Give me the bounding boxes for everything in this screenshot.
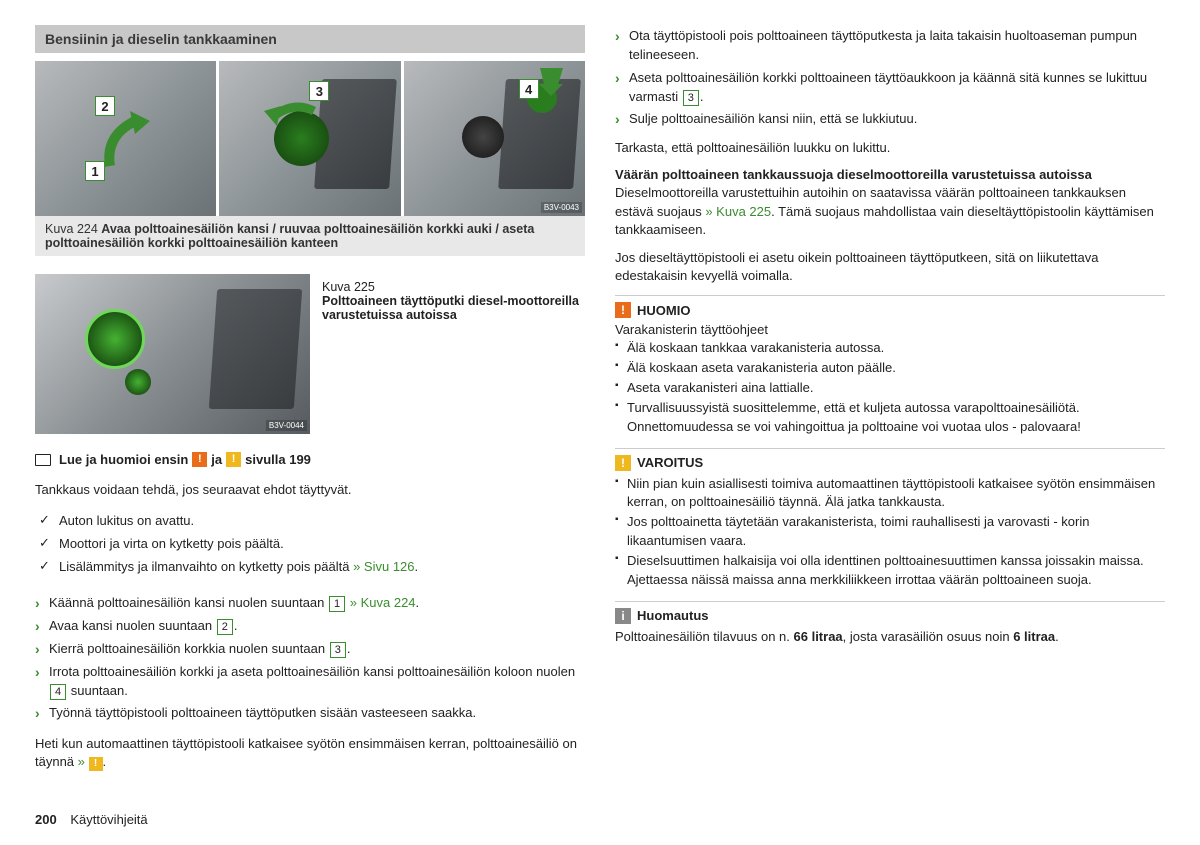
list-item: Dieselsuuttimen halkaisija voi olla iden…: [615, 552, 1165, 591]
step-item: Työnnä täyttöpistooli polttoaineen täytt…: [35, 702, 585, 725]
huomio-subtitle: Varakanisterin täyttöohjeet: [615, 322, 1165, 337]
step-list: Ota täyttöpistooli pois polttoaineen täy…: [615, 25, 1165, 131]
huomio-list: Älä koskaan tankkaa varakanisteria autos…: [615, 339, 1165, 437]
arrow-icon: [95, 106, 155, 176]
caption-225: Kuva 225 Polttoaineen täyttöputki diesel…: [322, 274, 585, 434]
huomio-header: ! HUOMIO: [615, 295, 1165, 318]
step-item: Ota täyttöpistooli pois polttoaineen täy…: [615, 25, 1165, 67]
fuel-flap-shape: [209, 289, 302, 409]
cap-holder-shape: [125, 369, 151, 395]
figure-224-row: 1 2 3 4 B3V-0043: [35, 61, 585, 216]
varoitus-list: Niin pian kuin asiallisesti toimiva auto…: [615, 475, 1165, 591]
check-list: Auton lukitus on avattu. Moottori ja vir…: [35, 509, 585, 578]
list-item: Älä koskaan aseta varakanisteria auton p…: [615, 359, 1165, 379]
book-icon: [35, 454, 51, 466]
caption-kuva: Kuva 225: [322, 280, 375, 294]
caption-224: Kuva 224 Avaa polttoainesäiliön kansi / …: [35, 216, 585, 256]
step-item: Aseta polttoainesäiliön korkki polttoain…: [615, 67, 1165, 109]
info-icon: i: [615, 608, 631, 624]
figure-tag: B3V-0043: [541, 202, 582, 213]
wrong-fuel-para-2: Jos dieseltäyttöpistooli ei asetu oikein…: [615, 249, 1165, 285]
alert-title: Huomautus: [637, 608, 709, 623]
right-column: Ota täyttöpistooli pois polttoaineen täy…: [615, 25, 1165, 782]
sub-heading: Väärän polttoaineen tankkaussuoja diesel…: [615, 167, 1165, 182]
page-number: 200: [35, 812, 57, 827]
huomautus-header: i Huomautus: [615, 601, 1165, 624]
check-item: Lisälämmitys ja ilmanvaihto on kytketty …: [35, 555, 585, 578]
list-item: Niin pian kuin asiallisesti toimiva auto…: [615, 475, 1165, 514]
outro-para: Heti kun automaattinen täyttöpistooli ka…: [35, 735, 585, 771]
alert-title: VAROITUS: [637, 455, 703, 470]
step-item: Avaa kansi nuolen suuntaan 2.: [35, 615, 585, 638]
warning-badge-icon: !: [226, 452, 241, 467]
page-ref-link[interactable]: » Sivu 126: [353, 559, 414, 574]
step-item: Käännä polttoainesäiliön kansi nuolen su…: [35, 592, 585, 615]
list-item: Jos polttoainetta täytetään varakanister…: [615, 513, 1165, 552]
figure-ref-link[interactable]: » Kuva 225: [705, 204, 771, 219]
read-first-notice: Lue ja huomioi ensin ! ja ! sivulla 199: [35, 452, 585, 467]
read-first-text: Lue ja huomioi ensin: [59, 452, 188, 467]
step-item: Irrota polttoainesäiliön korkki ja aseta…: [35, 661, 585, 703]
figure-224-panel-3: 4 B3V-0043: [404, 61, 585, 216]
filler-hole-shape: [462, 116, 504, 158]
ref-arrow: »: [78, 754, 85, 769]
figure-225: B3V-0044: [35, 274, 310, 434]
inline-marker: 2: [217, 619, 233, 635]
figure-ref-link[interactable]: » Kuva 224: [350, 595, 416, 610]
check-item: Moottori ja virta on kytketty pois päält…: [35, 532, 585, 555]
caption-desc: Avaa polttoainesäiliön kansi / ruuvaa po…: [45, 222, 534, 250]
figure-tag: B3V-0044: [266, 420, 307, 431]
wrong-fuel-para: Dieselmoottoreilla varustettuihin autoih…: [615, 184, 1165, 239]
varoitus-header: ! VAROITUS: [615, 448, 1165, 471]
danger-badge-icon: !: [192, 452, 207, 467]
danger-icon: !: [615, 302, 631, 318]
step-item: Sulje polttoainesäiliön kansi niin, että…: [615, 108, 1165, 131]
list-item: Turvallisuussyistä suosittelemme, että e…: [615, 399, 1165, 438]
check-item: Auton lukitus on avattu.: [35, 509, 585, 532]
figure-224-panel-1: 1 2: [35, 61, 216, 216]
diesel-filler-shape: [85, 309, 145, 369]
inline-marker: 3: [683, 90, 699, 106]
check-para: Tarkasta, että polttoainesäiliön luukku …: [615, 139, 1165, 157]
list-item: Aseta varakanisteri aina lattialle.: [615, 379, 1165, 399]
read-first-text: sivulla 199: [245, 452, 311, 467]
inline-marker: 1: [329, 596, 345, 612]
page-footer: 200 Käyttövihjeitä: [35, 812, 148, 827]
warning-icon: !: [615, 455, 631, 471]
caption-desc: Polttoaineen täyttöputki diesel-moottore…: [322, 294, 579, 322]
left-column: Bensiinin ja dieselin tankkaaminen 1 2 3…: [35, 25, 585, 782]
figure-225-wrap: B3V-0044 Kuva 225 Polttoaineen täyttöput…: [35, 274, 585, 434]
caption-kuva: Kuva 224: [45, 222, 101, 236]
arrow-icon: [535, 66, 570, 96]
warning-badge-icon: !: [89, 757, 103, 771]
list-item: Älä koskaan tankkaa varakanisteria autos…: [615, 339, 1165, 359]
huomautus-text: Polttoainesäiliön tilavuus on n. 66 litr…: [615, 628, 1165, 646]
intro-para: Tankkaus voidaan tehdä, jos seuraavat eh…: [35, 481, 585, 499]
footer-label: Käyttövihjeitä: [70, 812, 147, 827]
section-header: Bensiinin ja dieselin tankkaaminen: [35, 25, 585, 53]
step-list: Käännä polttoainesäiliön kansi nuolen su…: [35, 592, 585, 725]
figure-224-panel-2: 3: [219, 61, 400, 216]
step-item: Kierrä polttoainesäiliön korkkia nuolen …: [35, 638, 585, 661]
read-first-text: ja: [211, 452, 222, 467]
arrow-icon: [259, 96, 329, 136]
alert-title: HUOMIO: [637, 303, 690, 318]
inline-marker: 4: [50, 684, 66, 700]
inline-marker: 3: [330, 642, 346, 658]
